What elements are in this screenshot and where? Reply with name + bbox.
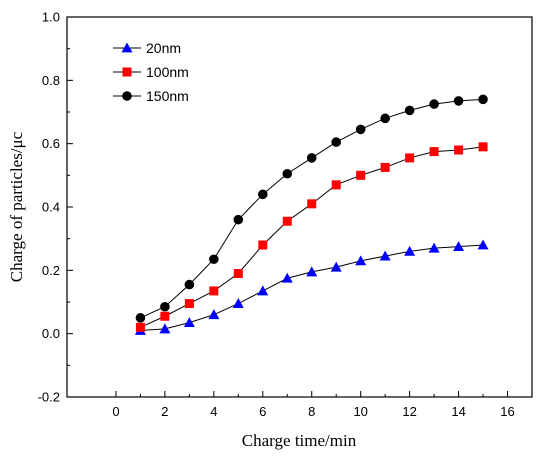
- legend-entry-150nm: 150nm: [113, 88, 189, 104]
- data-point-150nm: [233, 214, 244, 225]
- y-tick-label: 1.0: [42, 10, 60, 25]
- data-point-150nm: [257, 189, 268, 200]
- y-tick-label: 0.4: [42, 200, 60, 215]
- data-point-100nm: [160, 311, 170, 321]
- data-point-100nm: [282, 216, 292, 226]
- series-100nm: [135, 142, 488, 332]
- x-tick-label: 16: [500, 404, 514, 419]
- y-tick-label: 0.6: [42, 136, 60, 151]
- data-point-150nm: [209, 254, 219, 265]
- data-point-20nm: [232, 298, 244, 308]
- data-point-150nm: [404, 105, 415, 116]
- data-point-150nm: [478, 94, 488, 105]
- data-point-20nm: [183, 317, 195, 327]
- y-tick-label: 0.2: [42, 263, 60, 278]
- data-point-20nm: [453, 241, 465, 251]
- data-point-150nm: [184, 279, 195, 290]
- data-point-20nm: [379, 250, 391, 261]
- data-point-150nm: [355, 124, 366, 135]
- plot-frame: [66, 16, 533, 398]
- y-tick-label: -0.2: [38, 390, 60, 405]
- legend-marker-100nm: [122, 67, 132, 77]
- x-tick-label: 14: [451, 404, 465, 419]
- data-point-100nm: [184, 299, 194, 309]
- legend-marker-150nm: [122, 91, 132, 101]
- data-point-100nm: [405, 153, 415, 163]
- data-point-150nm: [135, 313, 146, 323]
- x-tick-label: 2: [161, 404, 168, 419]
- legend-label: 20nm: [146, 40, 181, 56]
- data-point-100nm: [380, 162, 390, 172]
- data-point-100nm: [356, 170, 366, 180]
- data-point-20nm: [330, 261, 342, 272]
- x-tick-label: 12: [402, 404, 416, 419]
- x-tick-label: 8: [308, 404, 315, 419]
- x-tick-label: 0: [112, 404, 119, 419]
- y-tick-label: 0.0: [42, 326, 60, 341]
- data-point-150nm: [160, 301, 170, 312]
- series-layer: [134, 94, 489, 335]
- data-point-20nm: [159, 323, 171, 334]
- data-point-100nm: [258, 240, 268, 250]
- data-point-150nm: [282, 168, 293, 179]
- data-point-20nm: [428, 242, 440, 253]
- legend: 20nm 100nm 150nm: [113, 40, 189, 104]
- x-tick-label: 10: [353, 404, 367, 419]
- y-axis-title: Charge of particles/μc: [7, 131, 26, 282]
- x-tick-label: 6: [259, 404, 266, 419]
- data-point-150nm: [380, 113, 390, 124]
- data-point-100nm: [454, 145, 464, 155]
- data-point-20nm: [477, 239, 489, 250]
- data-point-20nm: [281, 272, 293, 283]
- series-150nm: [135, 94, 488, 323]
- legend-label: 150nm: [146, 88, 189, 104]
- legend-marker-20nm: [121, 42, 133, 53]
- legend-entry-100nm: 100nm: [113, 64, 189, 80]
- data-point-100nm: [233, 269, 243, 278]
- data-point-150nm: [453, 96, 464, 106]
- data-point-20nm: [355, 255, 367, 266]
- data-point-150nm: [331, 137, 342, 147]
- data-point-150nm: [429, 99, 439, 109]
- data-point-20nm: [404, 245, 416, 256]
- y-tick-label: 0.8: [42, 73, 60, 88]
- axis-ticks: 0 2 4 6 8 10 12 14 16 -0.2 0.0 0.2 0.4 0.6 0.8 1.0: [38, 10, 515, 420]
- legend-entry-20nm: 20nm: [113, 40, 181, 56]
- data-point-100nm: [135, 322, 145, 332]
- data-point-20nm: [208, 309, 220, 320]
- data-point-20nm: [257, 285, 269, 296]
- legend-label: 100nm: [146, 64, 189, 80]
- series-20nm: [134, 239, 489, 335]
- x-axis-title: Charge time/min: [242, 431, 357, 450]
- x-tick-label: 4: [210, 404, 217, 419]
- data-point-100nm: [331, 180, 341, 190]
- data-point-100nm: [478, 142, 488, 152]
- data-point-100nm: [209, 286, 219, 296]
- data-point-20nm: [306, 266, 318, 277]
- data-point-100nm: [307, 199, 317, 209]
- data-point-100nm: [429, 147, 439, 157]
- data-point-150nm: [306, 153, 317, 163]
